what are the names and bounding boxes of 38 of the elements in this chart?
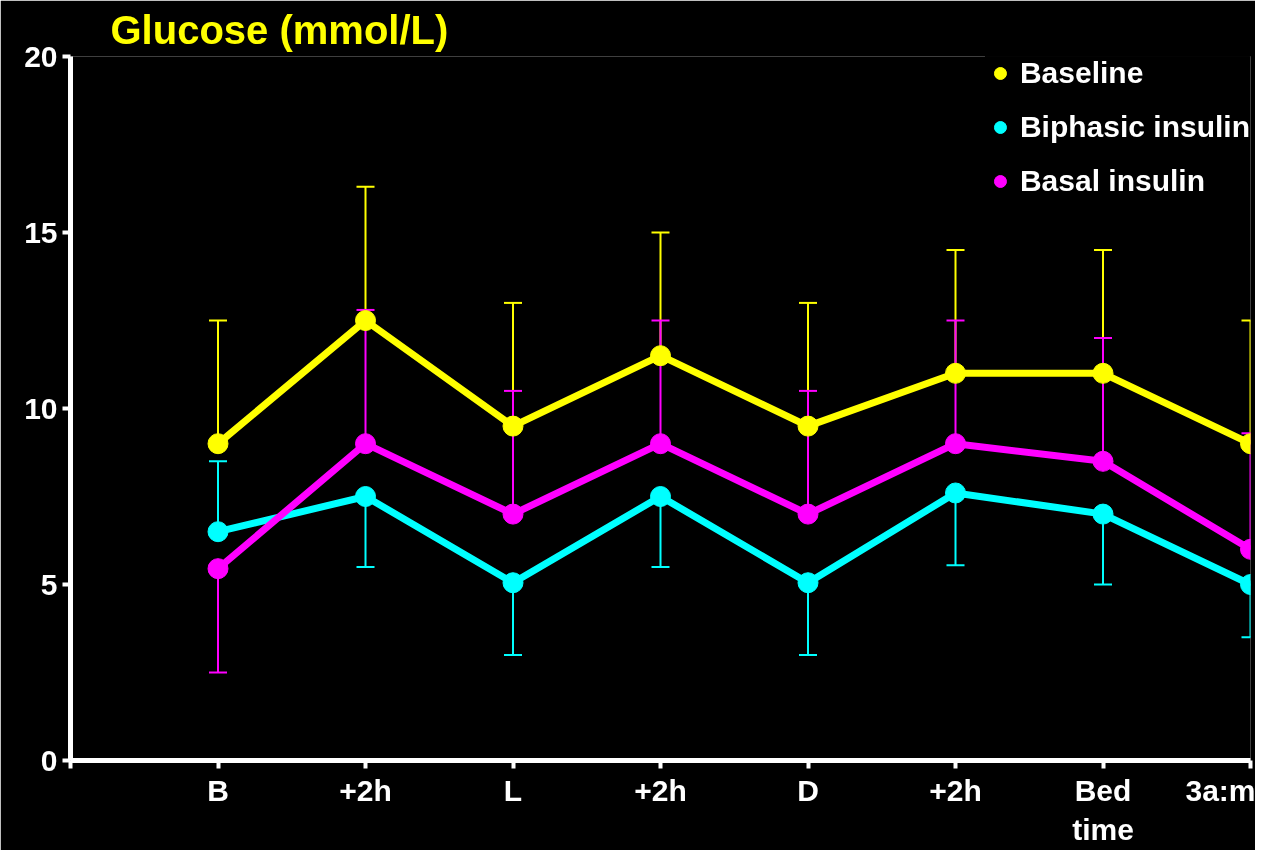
- y-tick-label: 10: [24, 391, 58, 425]
- x-tick-label: 3a:m: [1185, 773, 1256, 807]
- point: [797, 415, 819, 437]
- x-tick-label: L: [503, 773, 523, 807]
- point: [650, 345, 671, 367]
- point: [945, 362, 966, 384]
- point: [502, 503, 524, 525]
- point: [207, 558, 229, 580]
- legend-label: Basal insulin: [1019, 164, 1206, 198]
- x-tick-label: +2h: [929, 773, 982, 807]
- point: [1092, 450, 1114, 472]
- legend-label: Baseline: [1019, 56, 1144, 90]
- point: [355, 433, 376, 455]
- point: [1092, 362, 1114, 384]
- y-tick-label: 0: [40, 743, 58, 777]
- chart-title: Glucose (mmol/L): [110, 7, 449, 52]
- point: [207, 521, 229, 543]
- x-tick-label: +2h: [634, 773, 687, 807]
- x-tick-label: D: [797, 773, 819, 807]
- point: [650, 486, 671, 507]
- point: [797, 572, 819, 594]
- legend-label: Biphasic insulin: [1019, 110, 1250, 144]
- y-tick-label: 20: [24, 39, 58, 73]
- x-tick-label: Bed time: [1072, 773, 1134, 847]
- x-tick-label: B: [207, 773, 229, 807]
- point: [945, 433, 966, 455]
- y-tick-label: 15: [24, 215, 58, 249]
- point: [207, 433, 229, 455]
- y-tick-label: 5: [40, 567, 58, 601]
- point: [355, 310, 376, 331]
- point: [1092, 503, 1114, 525]
- x-tick-label: +2h: [339, 773, 392, 807]
- point: [502, 415, 524, 437]
- point: [945, 482, 966, 504]
- point: [797, 503, 819, 525]
- point: [355, 486, 376, 507]
- point: [502, 572, 524, 594]
- point: [650, 433, 671, 455]
